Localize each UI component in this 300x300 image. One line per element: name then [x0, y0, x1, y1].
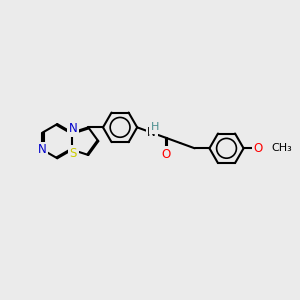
Text: N: N: [69, 122, 78, 135]
Text: O: O: [161, 148, 171, 160]
Text: O: O: [254, 142, 263, 155]
Text: S: S: [70, 147, 77, 160]
Text: CH₃: CH₃: [271, 143, 292, 153]
Text: N: N: [38, 143, 47, 156]
Text: H: H: [151, 122, 159, 132]
Text: N: N: [147, 126, 156, 139]
